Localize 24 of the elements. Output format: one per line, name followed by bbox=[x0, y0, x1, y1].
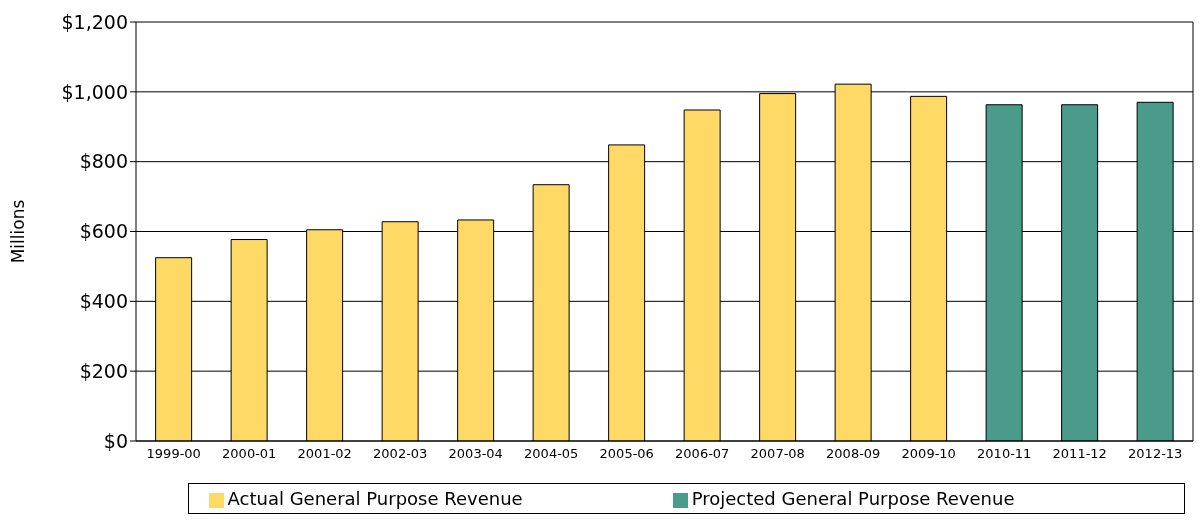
legend-label: Actual General Purpose Revenue bbox=[227, 488, 523, 509]
y-tick-label: $200 bbox=[79, 359, 128, 382]
legend-label: Projected General Purpose Revenue bbox=[691, 488, 1015, 509]
y-tick-label: $1,000 bbox=[61, 80, 128, 103]
x-tick-label: 1999-00 bbox=[146, 446, 201, 462]
x-tick-label: 2002-03 bbox=[373, 446, 428, 462]
x-tick-label: 2007-08 bbox=[750, 446, 805, 462]
x-tick-label: 2009-10 bbox=[901, 446, 956, 462]
x-tick-label: 2001-02 bbox=[297, 446, 352, 462]
x-tick-label: 2005-06 bbox=[599, 446, 654, 462]
x-tick-label: 2004-05 bbox=[524, 446, 579, 462]
x-tick-label: 2011-12 bbox=[1052, 446, 1107, 462]
x-tick-label: 2000-01 bbox=[222, 446, 277, 462]
y-tick-label: $600 bbox=[79, 220, 128, 243]
y-tick-label: $1,200 bbox=[61, 10, 128, 33]
x-tick-label: 2010-11 bbox=[977, 446, 1032, 462]
y-tick-label: $0 bbox=[103, 429, 128, 452]
y-tick-label: $400 bbox=[79, 290, 128, 313]
x-tick-label: 2006-07 bbox=[675, 446, 730, 462]
x-tick-label: 2003-04 bbox=[448, 446, 503, 462]
y-axis-title: Millions bbox=[8, 199, 29, 264]
y-tick-label: $800 bbox=[79, 150, 128, 173]
x-tick-label: 2008-09 bbox=[826, 446, 881, 462]
x-tick-label: 2012-13 bbox=[1128, 446, 1183, 462]
